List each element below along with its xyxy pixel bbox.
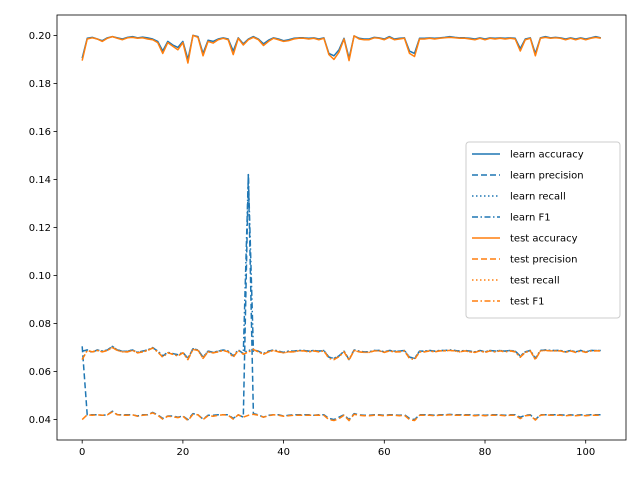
x-tick-label: 40 (277, 447, 290, 458)
y-tick-label: 0.16 (29, 127, 51, 138)
x-tick-label: 100 (576, 447, 595, 458)
legend-label: test recall (510, 276, 560, 287)
series-line-test-accuracy (81, 34, 601, 64)
legend-label: learn recall (510, 192, 566, 203)
legend-label: learn accuracy (510, 150, 584, 161)
y-tick-label: 0.18 (29, 79, 51, 90)
y-tick-label: 0.04 (29, 415, 51, 426)
legend-label: test accuracy (510, 234, 578, 245)
legend-label: test F1 (510, 297, 545, 308)
series-line-test-f1 (81, 346, 601, 361)
y-tick-label: 0.10 (29, 271, 51, 282)
legend-box (465, 141, 621, 319)
y-axis: 0.04 0.06 0.08 0.10 0.12 0.14 0.16 0.18 0.20 (29, 31, 57, 426)
y-tick-label: 0.14 (29, 175, 51, 186)
legend-label: test precision (510, 255, 578, 266)
x-axis: 0 20 40 60 80 100 (79, 440, 595, 458)
y-tick-label: 0.12 (29, 223, 51, 234)
legend-label: learn F1 (510, 213, 551, 224)
x-tick-label: 0 (79, 447, 85, 458)
legend: learn accuracy learn precision learn recal… (465, 141, 621, 319)
x-tick-label: 20 (177, 447, 190, 458)
x-tick-label: 80 (479, 447, 492, 458)
series-line-test-precision (81, 411, 601, 422)
legend-label: learn precision (510, 171, 584, 182)
y-tick-label: 0.20 (29, 31, 51, 42)
y-tick-label: 0.08 (29, 319, 51, 330)
y-tick-label: 0.06 (29, 367, 51, 378)
x-tick-label: 60 (378, 447, 391, 458)
series-layer (81, 34, 601, 422)
